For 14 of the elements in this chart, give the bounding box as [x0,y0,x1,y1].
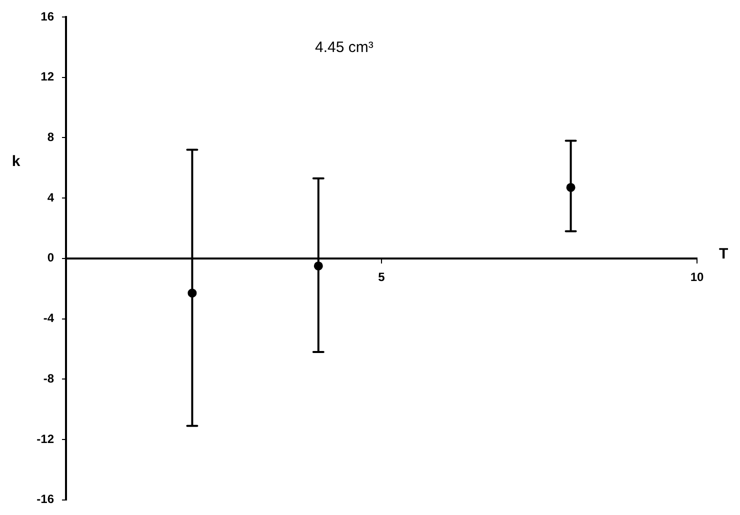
annotation: 4.45 cm³ [315,39,374,56]
x-tick-label: 10 [690,270,704,284]
y-tick-label: -8 [43,371,54,386]
y-tick-label: 16 [40,9,54,24]
x-tick-label: 5 [378,270,386,284]
y-tick-label: 4 [47,190,54,204]
y-tick-label: -12 [36,432,54,446]
x-axis-title: T [719,246,728,263]
y-tick-label: -4 [43,311,54,326]
y-tick-label: -16 [36,492,54,506]
y-tick-label: 12 [40,70,54,84]
y-tick-label: 0 [47,250,54,265]
y-axis-title: k [12,152,21,170]
y-tick-label: 8 [47,130,54,144]
